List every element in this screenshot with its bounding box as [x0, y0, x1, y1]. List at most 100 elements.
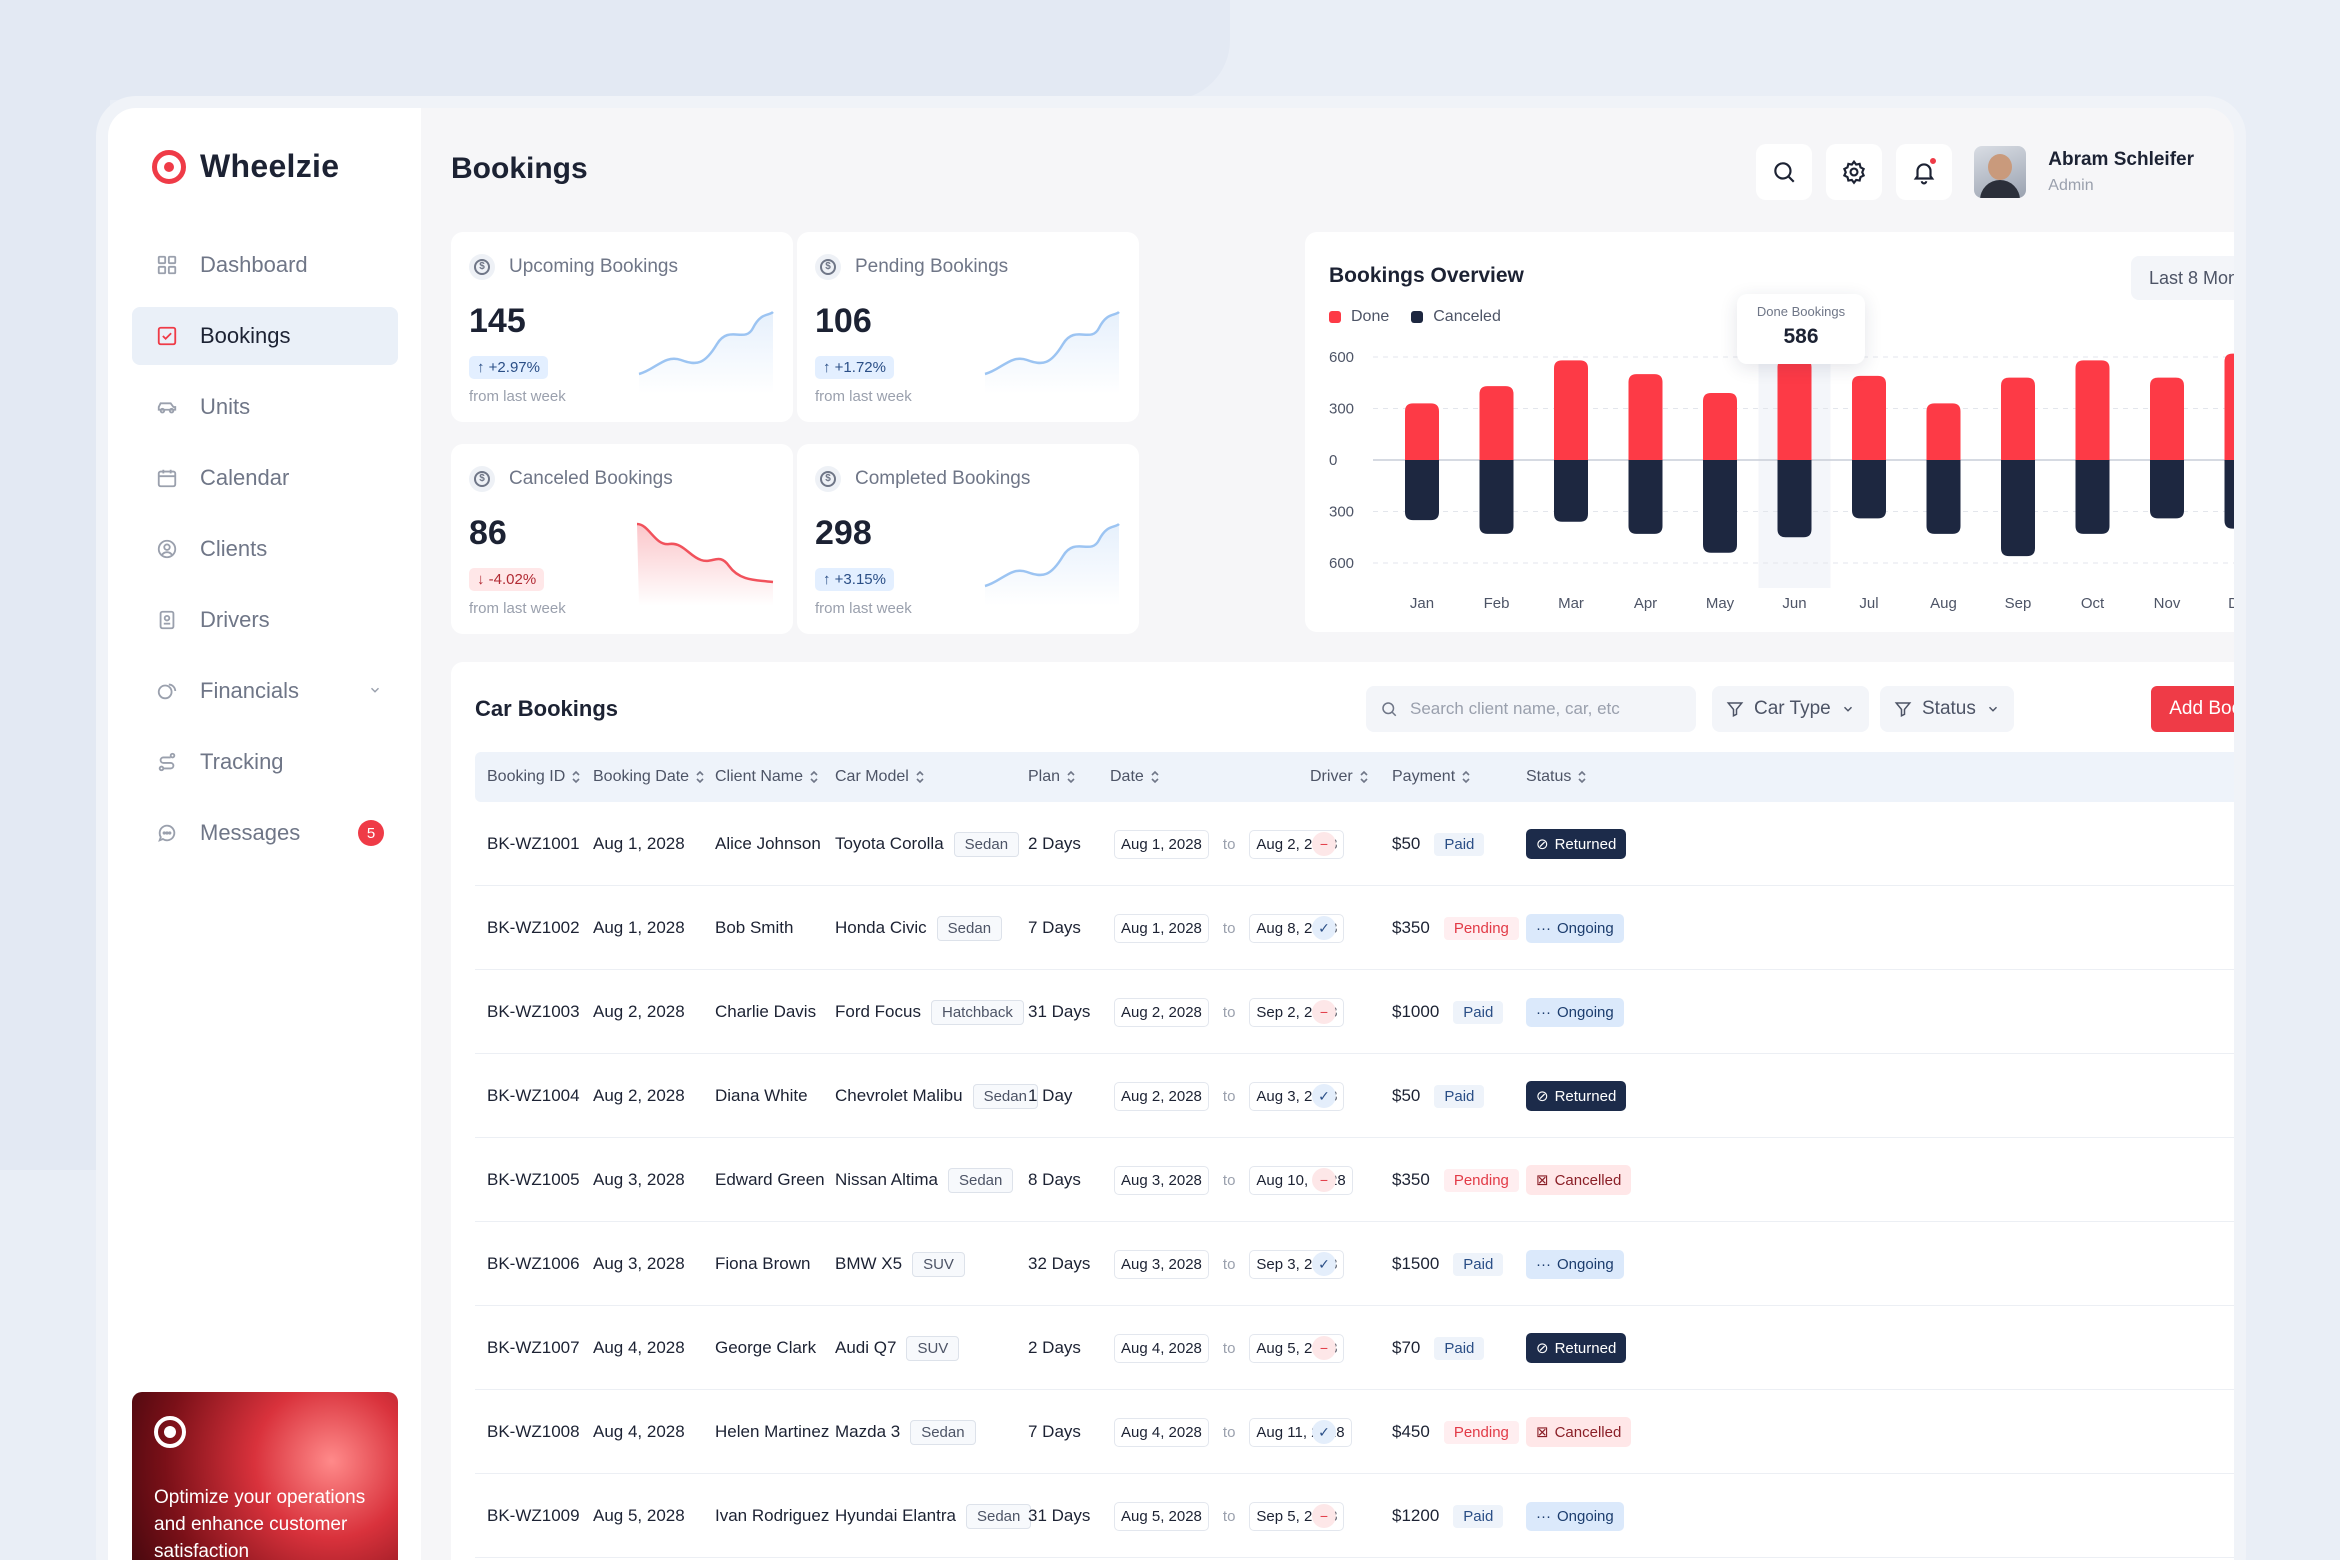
car-model-cell: Hyundai Elantra Sedan	[835, 1474, 1032, 1558]
car-type-tag: SUV	[912, 1251, 965, 1277]
status-badge[interactable]: ··· Ongoing	[1526, 997, 1624, 1027]
column-header-plan[interactable]: Plan	[1028, 752, 1076, 802]
bar-done-aug	[1926, 403, 1961, 460]
sort-icon	[915, 770, 925, 784]
car-type-filter-label: Car Type	[1754, 698, 1831, 719]
table-row[interactable]: BK-WZ1002 Aug 1, 2028 Bob Smith Honda Civic…	[475, 886, 2234, 970]
user-info[interactable]: Abram Schleifer Admin	[2048, 149, 2194, 195]
sidebar-item-units[interactable]: Units	[132, 378, 398, 436]
client-name-cell: Diana White	[715, 1054, 808, 1138]
column-header-car-model[interactable]: Car Model	[835, 752, 925, 802]
arrow-up-icon: ↑	[477, 359, 489, 376]
table-row[interactable]: BK-WZ1007 Aug 4, 2028 George Clark Audi Q7 S…	[475, 1306, 2234, 1390]
check-icon: ✓	[1312, 1420, 1336, 1444]
notification-dot	[1928, 156, 1939, 166]
cancelled-icon: ⊠	[1536, 1424, 1549, 1441]
status-badge[interactable]: ⊘ Returned	[1526, 1081, 1627, 1111]
driver-cell: −	[1312, 1306, 1336, 1390]
table-row[interactable]: BK-WZ1009 Aug 5, 2028 Ivan Rodriguez Hyunda…	[475, 1474, 2234, 1558]
search-input[interactable]	[1410, 699, 1680, 719]
sidebar-item-calendar[interactable]: Calendar	[132, 449, 398, 507]
table-row[interactable]: BK-WZ1001 Aug 1, 2028 Alice Johnson Toyota …	[475, 802, 2234, 886]
plan: 7 Days	[1028, 1422, 1081, 1441]
column-header-date[interactable]: Date	[1110, 752, 1160, 802]
table-row[interactable]: BK-WZ1005 Aug 3, 2028 Edward Green Nissan A…	[475, 1138, 2234, 1222]
car-model-cell: Nissan Altima Sedan	[835, 1138, 1014, 1222]
status-badge[interactable]: ··· Ongoing	[1526, 913, 1624, 943]
stat-card-value: 145	[469, 302, 526, 340]
messages-count-badge: 5	[358, 820, 384, 846]
status-badge[interactable]: ··· Ongoing	[1526, 1501, 1624, 1531]
driver-cell: ✓	[1312, 886, 1336, 970]
table-row[interactable]: BK-WZ1004 Aug 2, 2028 Diana White Chevrolet…	[475, 1054, 2234, 1138]
stat-card-value: 86	[469, 514, 507, 552]
client-name: Fiona Brown	[715, 1254, 811, 1273]
column-header-client-name[interactable]: Client Name	[715, 752, 819, 802]
settings-button[interactable]	[1826, 144, 1883, 200]
sidebar-item-financials[interactable]: Financials	[132, 662, 398, 720]
booking-id: BK-WZ1005	[487, 1170, 580, 1189]
car-model: Chevrolet Malibu	[835, 1086, 963, 1105]
y-tick-label: 300	[1329, 401, 1354, 418]
sidebar-item-tracking[interactable]: Tracking	[132, 733, 398, 791]
booking-date-cell: Aug 4, 2028	[593, 1306, 685, 1390]
driver-cell: ✓	[1312, 1222, 1336, 1306]
table-row[interactable]: BK-WZ1006 Aug 3, 2028 Fiona Brown BMW X5 SUV…	[475, 1222, 2234, 1306]
notifications-button[interactable]	[1896, 144, 1953, 200]
booking-date-cell: Aug 5, 2028	[593, 1474, 685, 1558]
bar-done-jun	[1777, 359, 1812, 460]
add-booking-button[interactable]: Add Booking	[2151, 686, 2234, 732]
booking-date: Aug 1, 2028	[593, 918, 685, 937]
plan: 2 Days	[1028, 1338, 1081, 1357]
stat-change-badge: ↓ -4.02%	[469, 568, 545, 591]
range-select[interactable]: Last 8 Month	[2130, 256, 2234, 300]
status-badge[interactable]: ⊘ Returned	[1526, 829, 1627, 859]
car-bookings-card: Car Bookings Car Type Status Add Booking…	[451, 662, 2234, 1560]
sidebar-item-clients[interactable]: Clients	[132, 520, 398, 578]
client-name: Charlie Davis	[715, 1002, 817, 1021]
stat-card-label: Canceled Bookings	[509, 468, 673, 489]
sidebar-item-label: Calendar	[200, 465, 290, 490]
bar-canceled-nov	[2150, 460, 2184, 519]
car-type-tag: SUV	[906, 1335, 960, 1361]
payment-cell: $50 Paid	[1392, 1054, 1485, 1138]
status-cell: ⊘ Returned	[1526, 1054, 1627, 1138]
car-model: Mazda 3	[835, 1422, 901, 1441]
column-header-booking-id[interactable]: Booking ID	[487, 752, 581, 802]
status-badge[interactable]: ··· Ongoing	[1526, 1249, 1624, 1279]
car-type-filter[interactable]: Car Type	[1712, 686, 1869, 732]
status-badge[interactable]: ⊘ Returned	[1526, 1333, 1627, 1363]
client-name-cell: Ivan Rodriguez	[715, 1474, 829, 1558]
column-header-booking-date[interactable]: Booking Date	[593, 752, 705, 802]
column-header-driver[interactable]: Driver	[1310, 752, 1369, 802]
avatar[interactable]	[1974, 146, 2027, 198]
sidebar-item-drivers[interactable]: Drivers	[132, 591, 398, 649]
status-filter[interactable]: Status	[1880, 686, 2014, 732]
x-tick-label: Mar	[1558, 595, 1584, 612]
promo-card[interactable]: Optimize your operations and enhance cus…	[132, 1392, 398, 1560]
client-name: Diana White	[715, 1086, 808, 1105]
status-badge[interactable]: ⊠ Cancelled	[1526, 1417, 1632, 1447]
column-header-payment[interactable]: Payment	[1392, 752, 1471, 802]
sidebar-item-label: Tracking	[200, 749, 284, 774]
user-role: Admin	[2048, 177, 2094, 194]
sidebar-item-bookings[interactable]: Bookings	[132, 307, 398, 365]
sidebar-item-messages[interactable]: Messages 5	[132, 804, 398, 862]
table-row[interactable]: BK-WZ1003 Aug 2, 2028 Charlie Davis Ford Fo…	[475, 970, 2234, 1054]
legend-item-done: Done	[1329, 308, 1389, 326]
column-header-status[interactable]: Status	[1526, 752, 1587, 802]
status-badge[interactable]: ⊠ Cancelled	[1526, 1165, 1632, 1195]
bar-canceled-jan	[1405, 460, 1439, 521]
plan-cell: 2 Days	[1028, 802, 1081, 886]
column-header-label: Plan	[1028, 768, 1061, 785]
status-cell: ··· Ongoing	[1526, 1474, 1624, 1558]
date-range-cell: Aug 1, 2028 to Aug 2, 2028	[1114, 802, 1345, 886]
x-tick-label: Jan	[1410, 595, 1434, 612]
brand[interactable]: Wheelzie	[152, 148, 339, 185]
table-row[interactable]: BK-WZ1008 Aug 4, 2028 Helen Martinez Mazda …	[475, 1390, 2234, 1474]
booking-id: BK-WZ1002	[487, 918, 580, 937]
column-header-label: Client Name	[715, 768, 804, 785]
sidebar-item-dashboard[interactable]: Dashboard	[132, 236, 398, 294]
search-button[interactable]	[1756, 144, 1813, 200]
check-icon: ✓	[1312, 1252, 1336, 1276]
